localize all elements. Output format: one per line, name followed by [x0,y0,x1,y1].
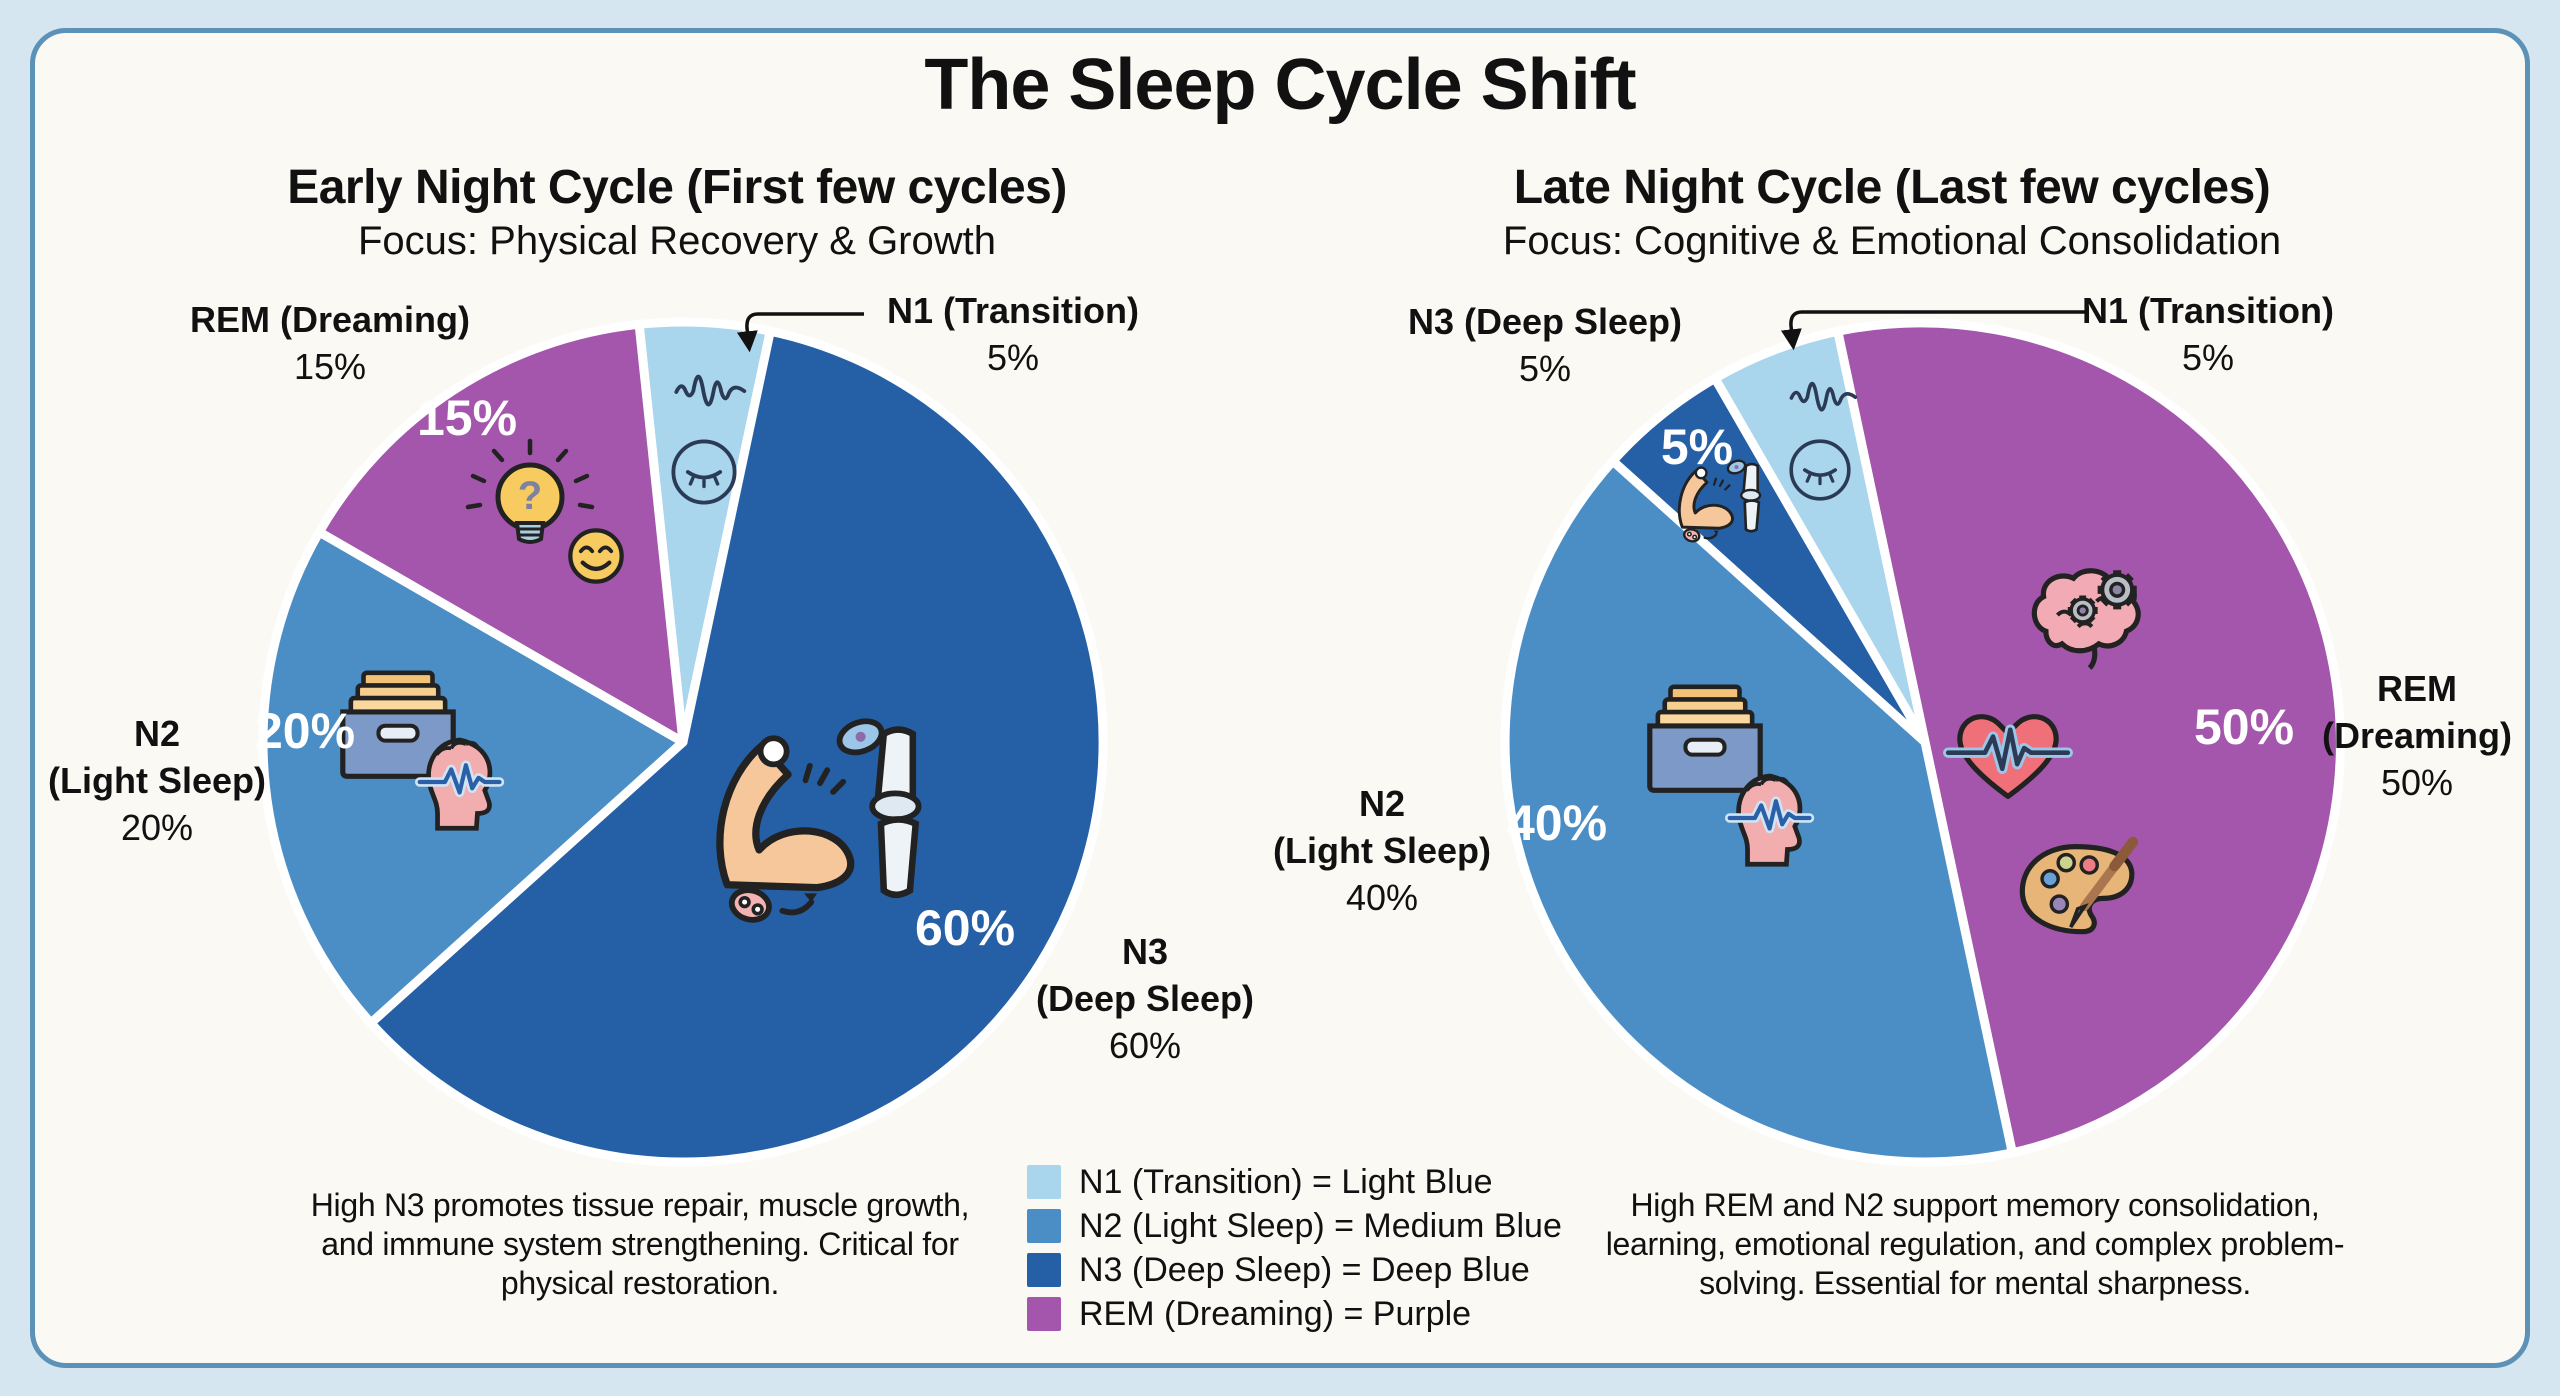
legend: N1 (Transition) = Light Blue N2 (Light S… [1027,1160,1562,1336]
left-n1-leader-line [736,312,864,353]
right-chart-title: Late Night Cycle (Last few cycles) [1513,161,2271,214]
callout-label: (Deep Sleep) [1035,978,1255,1019]
annotation-layer [736,310,2086,353]
pie-chart-0: 60%20%?15% [255,317,1108,1167]
right-chart-subtitle: Focus: Cognitive & Emotional Consolidati… [1502,219,2282,263]
callout-label: (Dreaming) [2321,715,2513,756]
callout-label: REM [2377,668,2457,709]
right-note: High REM and N2 support memory consolida… [1605,1187,2345,1301]
callout-value: 15% [293,346,367,387]
legend-swatch-n3 [1027,1253,1061,1287]
callout-value: 5% [986,337,1040,378]
lightbulb-question-icon: ? [465,438,595,544]
legend-label: N3 (Deep Sleep) = Deep Blue [1079,1250,1530,1289]
callout-label: N3 (Deep Sleep) [1407,301,1683,342]
right-n1-callout: N1 (Transition) 5% [2058,287,2358,381]
pie-chart-1: 50% 40% 5% [1500,318,2345,1167]
callout-label: N1 (Transition) [2081,290,2335,331]
legend-item: N1 (Transition) = Light Blue [1027,1160,1562,1204]
callout-value: 50% [2380,762,2454,803]
legend-label: REM (Dreaming) = Purple [1079,1294,1472,1333]
pie-0-slice-n3 [366,326,1108,1167]
callout-value: 20% [120,807,194,848]
pie-0-pct-n3: 60% [915,900,1015,956]
callout-label: N2 [133,713,181,754]
legend-item: REM (Dreaming) = Purple [1027,1292,1562,1336]
legend-item: N3 (Deep Sleep) = Deep Blue [1027,1248,1562,1292]
pie-layer: 60%20%?15%50%40%5% [255,317,2345,1167]
legend-label: N2 (Light Sleep) = Medium Blue [1079,1206,1562,1245]
right-rem-callout: REM (Dreaming) 50% [2292,665,2542,806]
left-chart-title: Early Night Cycle (First few cycles) [287,161,1067,214]
head-pulse-icon [1724,773,1815,867]
file-cabinet-icon [340,670,456,779]
svg-text:?: ? [518,474,542,518]
callout-label: N1 (Transition) [886,290,1140,331]
callout-value: 40% [1345,877,1419,918]
sleeping-eye-icon [671,439,737,505]
muscle-joint-icon [716,718,922,923]
right-n1-leader-line [1780,310,2086,351]
legend-swatch-rem [1027,1297,1061,1331]
right-n2-callout: N2 (Light Sleep) 40% [1232,780,1532,921]
file-cabinet-icon [1647,684,1763,793]
left-note: High N3 promotes tissue repair, muscle g… [310,1187,970,1301]
callout-value: 5% [1518,348,1572,389]
heart-ekg-icon [1943,714,2073,799]
pie-1-pct-n2: 40% [1507,795,1607,851]
head-pulse-icon [414,737,505,831]
pie-0-slice-rem [314,319,688,747]
legend-swatch-n1 [1027,1165,1061,1199]
right-chart-header: Late Night Cycle (Last few cycles) Focus… [1442,160,2342,264]
pie-1-slice-rem [1833,318,2345,1158]
callout-label: (Light Sleep) [1273,830,1491,871]
legend-label: N1 (Transition) = Light Blue [1079,1162,1493,1201]
legend-swatch-n2 [1027,1209,1061,1243]
sleeping-eye-icon [1789,439,1851,501]
left-chart-subtitle: Focus: Physical Recovery & Growth [358,219,996,263]
left-chart-header: Early Night Cycle (First few cycles) Foc… [227,160,1127,264]
left-rem-callout: REM (Dreaming) 15% [120,296,540,390]
pie-1-pct-n3: 5% [1661,419,1733,475]
callout-label: N2 [1358,783,1406,824]
muscle-mini-icon [1677,459,1762,543]
left-n1-callout: N1 (Transition) 5% [848,287,1178,381]
right-n3-callout: N3 (Deep Sleep) 5% [1390,298,1700,392]
pie-1-pct-rem: 50% [2194,699,2294,755]
callout-label: (Light Sleep) [48,760,266,801]
callout-label: REM (Dreaming) [189,299,471,340]
callout-value: 5% [2181,337,2235,378]
pie-0-pct-rem: 15% [417,390,517,446]
brainwave-icon [674,374,747,407]
brain-gears-icon [2031,568,2141,670]
pie-1-slice-n1 [1710,326,1930,747]
brainwave-icon [1789,381,1858,412]
callout-label: N3 [1121,931,1169,972]
palette-icon [2019,836,2139,935]
legend-item: N2 (Light Sleep) = Medium Blue [1027,1204,1562,1248]
page-title: The Sleep Cycle Shift [924,45,1636,125]
left-n3-callout: N3 (Deep Sleep) 60% [990,928,1300,1069]
left-n2-callout: N2 (Light Sleep) 20% [2,710,312,851]
callout-value: 60% [1108,1025,1182,1066]
pie-0-pct-n2: 20% [255,703,355,759]
smiley-icon [568,528,624,584]
